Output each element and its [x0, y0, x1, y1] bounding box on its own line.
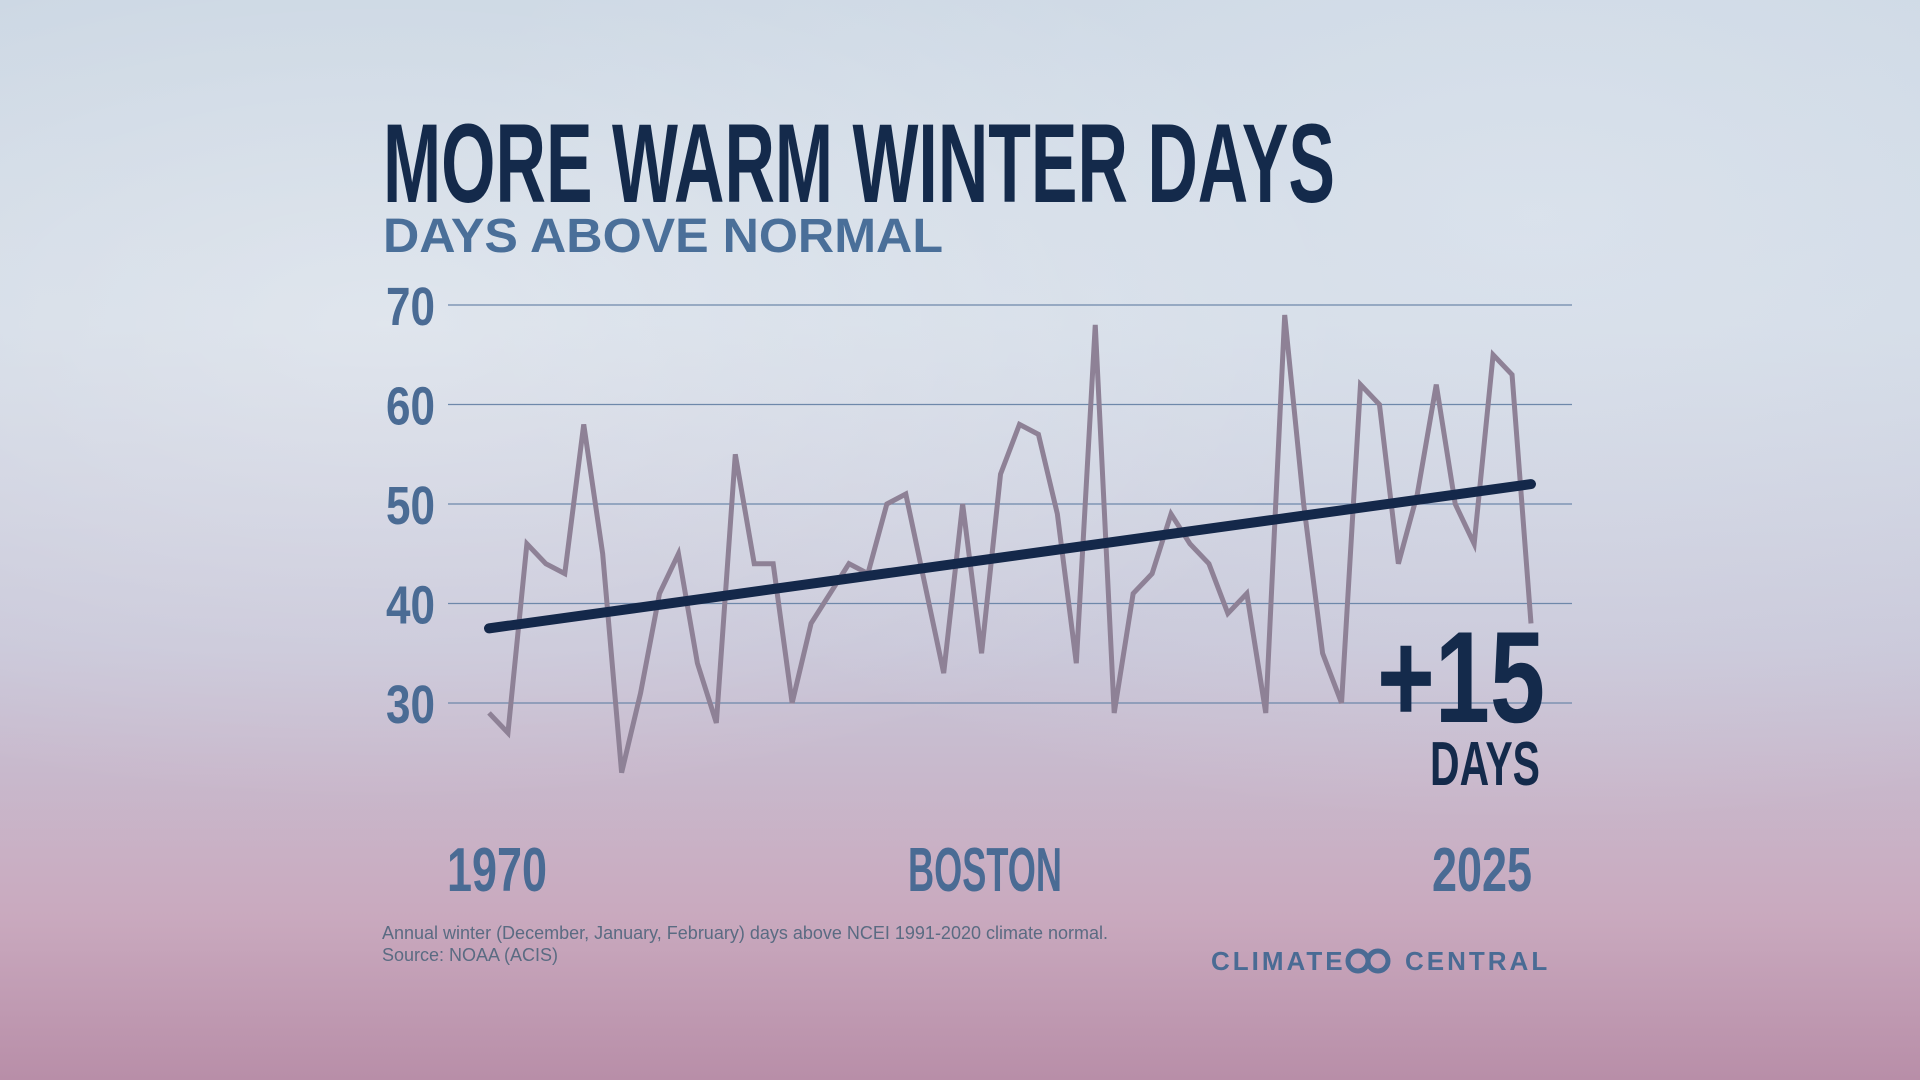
y-tick-label: 40 [386, 576, 435, 636]
y-tick-label: 50 [386, 476, 435, 536]
y-tick-label: 70 [386, 277, 435, 337]
footnote: Annual winter (December, January, Februa… [382, 923, 1108, 943]
footnote: Source: NOAA (ACIS) [382, 945, 558, 965]
logo-icon [1345, 948, 1391, 974]
chart-title: MORE WARM WINTER DAYS [383, 101, 1335, 226]
data-line [487, 314, 1534, 774]
annotation-value: +15 [1377, 604, 1545, 750]
x-tick-label: 1970 [447, 836, 547, 905]
chart-subtitle: DAYS ABOVE NORMAL [383, 210, 943, 263]
annotation-unit: DAYS [1430, 730, 1540, 799]
logo-text: CENTRAL [1405, 946, 1550, 976]
y-tick-label: 30 [386, 675, 435, 735]
x-tick-label: 2025 [1432, 836, 1532, 905]
logo-text: CLIMATE [1211, 946, 1346, 976]
location-label: BOSTON [908, 836, 1062, 905]
trend-line [484, 479, 1536, 634]
y-tick-label: 60 [386, 377, 435, 437]
